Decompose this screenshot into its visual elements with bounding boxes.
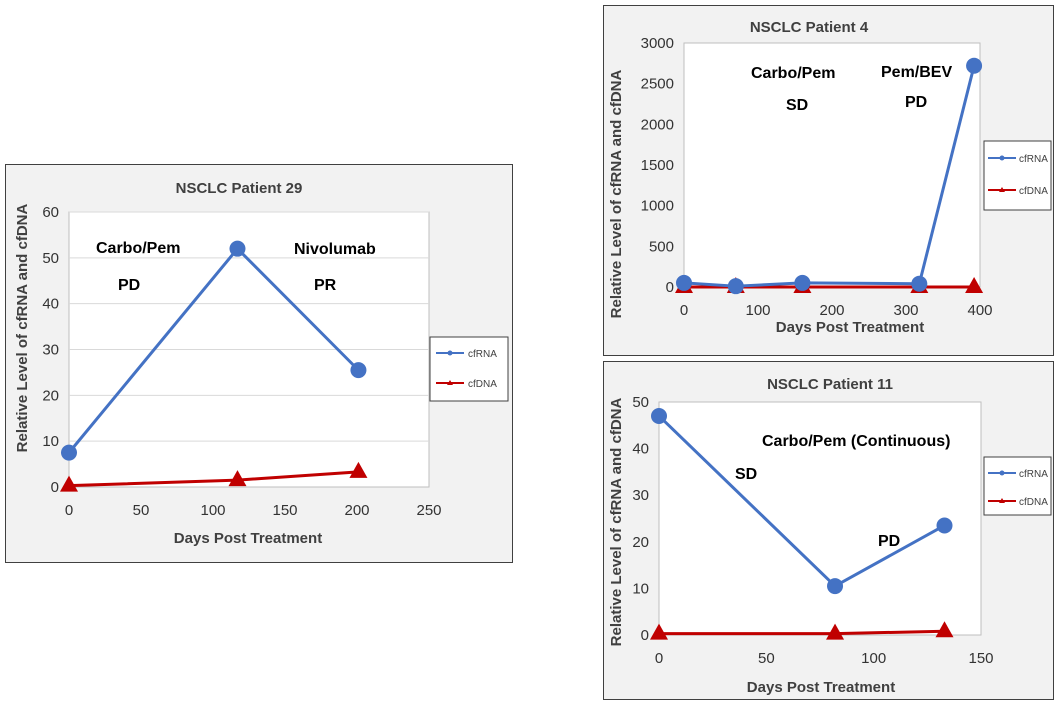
y-tick-label: 30 [632, 487, 649, 504]
annotation-response-2: PR [314, 277, 337, 294]
y-tick-label: 0 [641, 627, 649, 644]
y-tick-label: 20 [42, 387, 59, 404]
data-point-cfdna [60, 475, 78, 492]
y-tick-label: 50 [632, 394, 649, 411]
y-tick-label: 10 [42, 433, 59, 450]
annotation-response-1: SD [786, 97, 808, 114]
chart-svg-patient-11: NSCLC Patient 11 0 10 20 30 40 50 0 50 100 150 Ca… [608, 376, 1052, 696]
y-tick-label: 60 [42, 204, 59, 221]
legend-marker [999, 155, 1005, 161]
chart-panel-patient-29: NSCLC Patient 29 0 10 20 30 40 50 60 0 50 100 150 2… [5, 164, 513, 563]
legend: cfRNA cfDNA [429, 336, 509, 402]
legend-marker [447, 380, 453, 385]
legend-item-cfdna: cfDNA [1019, 186, 1048, 197]
data-point-cfrna [936, 517, 953, 534]
x-axis-label: Days Post Treatment [174, 530, 322, 547]
data-point-cfrna [966, 57, 983, 74]
x-tick-label: 400 [967, 302, 992, 319]
annotation-regimen-1: Carbo/Pem [96, 240, 180, 257]
x-tick-label: 200 [344, 502, 369, 519]
chart-svg-patient-4: NSCLC Patient 4 050010001500200025003000… [608, 19, 1052, 336]
data-point-cfdna [349, 461, 368, 478]
y-tick-label: 30 [42, 342, 59, 359]
legend: cfRNA cfDNA [983, 456, 1052, 516]
x-tick-label: 200 [819, 302, 844, 319]
chart-panel-patient-11: NSCLC Patient 11 0 10 20 30 40 50 0 50 100 150 Ca… [603, 361, 1054, 700]
y-tick-label: 1000 [641, 198, 674, 215]
chart-title: NSCLC Patient 4 [750, 19, 869, 36]
annotation-response-2: PD [878, 533, 900, 550]
chart-title: NSCLC Patient 11 [767, 376, 893, 393]
data-point-cfrna [350, 362, 367, 379]
data-point-cfdna [650, 623, 668, 640]
legend-marker [999, 187, 1005, 192]
x-tick-label: 250 [416, 502, 441, 519]
y-tick-label: 3000 [641, 35, 674, 52]
data-point-cfrna [676, 274, 692, 291]
annotation-response-1: PD [118, 277, 140, 294]
x-tick-label: 0 [655, 650, 663, 667]
x-tick-label: 300 [893, 302, 918, 319]
data-point-cfdna [935, 621, 954, 638]
data-point-cfrna [727, 278, 744, 295]
chart-title: NSCLC Patient 29 [176, 180, 303, 197]
data-point-cfrna [651, 407, 667, 424]
x-axis-label: Days Post Treatment [747, 679, 895, 696]
data-point-cfrna [827, 578, 844, 595]
plot-area [683, 42, 981, 288]
x-tick-label: 150 [968, 650, 993, 667]
annotation-regimen-2: Nivolumab [294, 241, 376, 258]
x-tick-label: 100 [200, 502, 225, 519]
legend-item-cfrna: cfRNA [1019, 154, 1048, 165]
x-tick-label: 100 [861, 650, 886, 667]
y-tick-label: 0 [51, 479, 59, 496]
y-tick-label: 1500 [641, 157, 674, 174]
y-tick-label: 50 [42, 250, 59, 267]
chart-svg-patient-29: NSCLC Patient 29 0 10 20 30 40 50 60 0 50 100 150 2… [14, 180, 509, 547]
legend-item-cfrna: cfRNA [1019, 469, 1048, 480]
legend-item-cfrna: cfRNA [468, 349, 497, 360]
chart-panel-patient-4: NSCLC Patient 4 0 500 1000 1500 2000 2500 3000… [603, 5, 1054, 356]
data-point-cfdna [965, 277, 984, 293]
y-tick-label: 2500 [641, 76, 674, 93]
y-tick-label: 20 [632, 534, 649, 551]
annotation-regimen-1: Carbo/Pem [751, 65, 835, 82]
data-point-cfrna [911, 275, 928, 292]
x-tick-label: 0 [680, 302, 688, 319]
legend-marker [447, 350, 453, 356]
legend: cfRNA cfDNA [983, 140, 1052, 211]
data-point-cfrna [794, 274, 811, 291]
annotation-regimen-2: Pem/BEV [881, 64, 952, 81]
data-point-cfrna [61, 444, 77, 461]
plot-area [658, 401, 982, 636]
x-tick-label: 100 [745, 302, 770, 319]
annotation-response-2: PD [905, 94, 927, 111]
legend-marker [999, 498, 1005, 503]
x-tick-label: 150 [272, 502, 297, 519]
y-tick-label: 500 [649, 238, 674, 255]
annotation-regimen: Carbo/Pem (Continuous) [762, 433, 950, 450]
legend-item-cfdna: cfDNA [1019, 497, 1048, 508]
data-point-cfdna [228, 470, 247, 487]
y-tick-label: 0 [666, 279, 674, 296]
legend-item-cfdna: cfDNA [468, 379, 497, 390]
y-tick-label: 2000 [641, 116, 674, 133]
data-point-cfrna [229, 240, 246, 257]
x-tick-label: 50 [758, 650, 775, 667]
y-tick-label: 10 [632, 580, 649, 597]
legend-marker [999, 470, 1005, 476]
x-tick-label: 50 [133, 502, 150, 519]
y-axis-label: Relative Level of cfRNA and cfDNA [608, 70, 625, 319]
y-tick-label: 40 [42, 296, 59, 313]
x-axis-label: Days Post Treatment [776, 319, 924, 336]
y-axis-label: Relative Level of cfRNA and cfDNA [14, 204, 31, 453]
x-tick-label: 0 [65, 502, 73, 519]
y-tick-label: 40 [632, 441, 649, 458]
y-axis-label: Relative Level of cfRNA and cfDNA [608, 398, 625, 647]
data-point-cfdna [826, 623, 845, 640]
annotation-response-1: SD [735, 466, 757, 483]
